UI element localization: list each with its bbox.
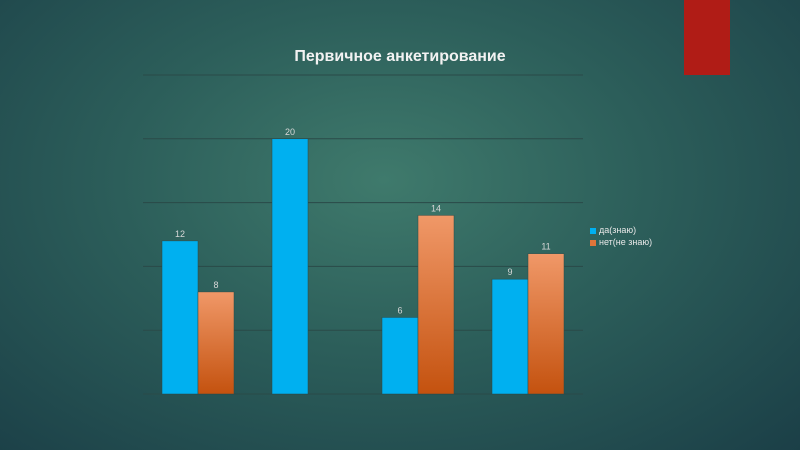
- data-label: 9: [507, 267, 512, 277]
- data-label: 20: [285, 127, 295, 137]
- bar-no: [527, 253, 565, 395]
- data-label: 14: [431, 203, 441, 213]
- data-label: 11: [541, 242, 550, 252]
- legend-label-yes: да(знаю): [599, 225, 637, 235]
- red-accent-bar: [684, 0, 730, 75]
- legend-swatch-no: [590, 239, 596, 246]
- bar-yes: [381, 317, 419, 395]
- data-label: 6: [397, 305, 402, 315]
- bar-no: [417, 215, 455, 395]
- bar-yes: [491, 278, 529, 395]
- legend-label-no: нет(не знаю): [599, 237, 653, 247]
- legend: да(знаю) нет(не знаю): [590, 224, 652, 248]
- data-label: 8: [213, 280, 218, 290]
- chart-title-text: Первичное анкетирование: [294, 48, 506, 65]
- legend-item-no: нет(не знаю): [590, 236, 652, 248]
- bar-yes: [271, 138, 309, 395]
- bar-yes: [161, 240, 199, 395]
- legend-item-yes: да(знаю): [590, 224, 652, 236]
- chart-title: Первичное анкетирование: [0, 48, 800, 66]
- bar-no: [197, 291, 235, 395]
- legend-swatch-yes: [590, 227, 596, 234]
- data-label: 12: [175, 229, 185, 239]
